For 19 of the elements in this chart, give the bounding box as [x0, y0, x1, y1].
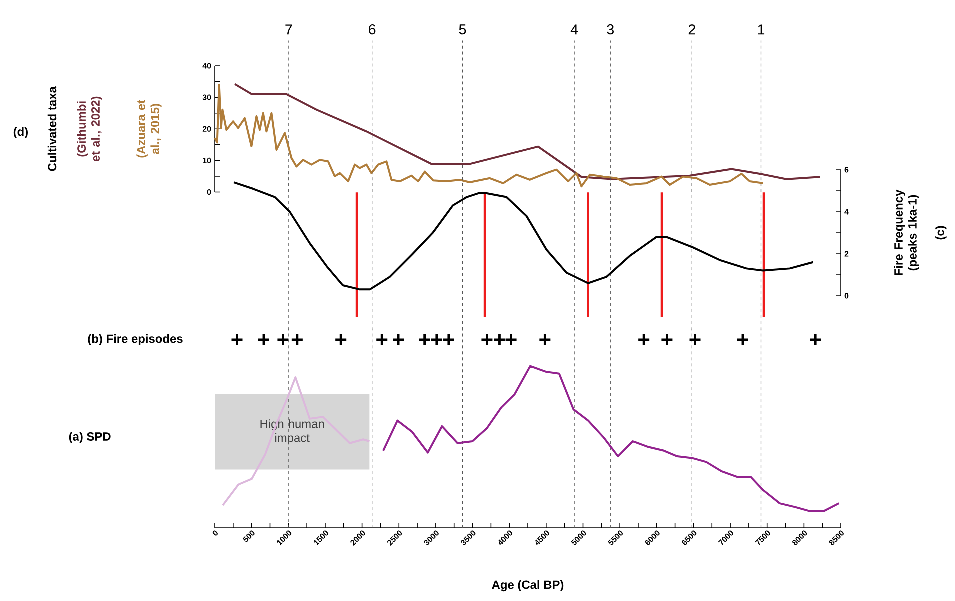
y-axis-title: Cultivated taxa [48, 86, 57, 172]
line-series [234, 83, 822, 180]
text: 3 [607, 24, 614, 35]
line-series [214, 84, 764, 188]
text: 6 [369, 24, 376, 35]
text: 7 [286, 24, 292, 35]
text: (d) [14, 127, 28, 138]
text: (c) [936, 226, 947, 240]
text: (b) Fire episodes [88, 334, 183, 346]
text: 5 [459, 24, 466, 35]
text: 2 [688, 24, 696, 35]
text: 4 [570, 24, 578, 35]
line-series [233, 182, 814, 291]
text: (Githumbi et al., 2022) [77, 96, 102, 162]
y-axis-title: Fire Frequency (peaks 1ka-1) [894, 190, 920, 276]
y-axis-title: (a) SPD [69, 432, 111, 444]
x-axis-title: Age (Cal BP) [492, 580, 564, 592]
text: 1 [758, 24, 765, 35]
text: (Azuara et al., 2015) [136, 100, 162, 158]
